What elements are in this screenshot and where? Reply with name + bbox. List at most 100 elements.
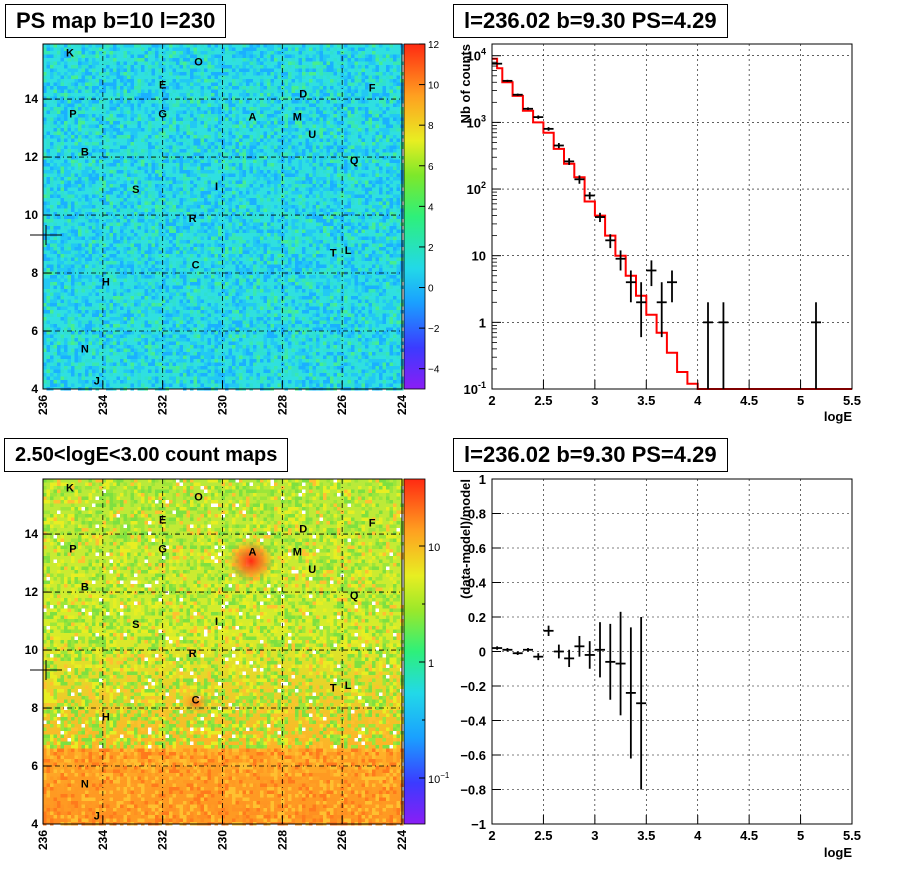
ps-map-pixel — [253, 201, 257, 205]
ps-map-pixel — [256, 247, 260, 251]
ps-map-pixel — [60, 247, 64, 251]
ps-map-pixel — [176, 254, 180, 258]
ps-map-pixel — [389, 100, 393, 104]
ps-map-pixel — [155, 58, 159, 62]
ps-map-pixel — [81, 149, 85, 153]
ps-map-pixel — [141, 96, 145, 100]
ps-map-pixel — [372, 156, 376, 160]
ps-map-pixel — [302, 229, 306, 233]
ps-map-pixel — [172, 72, 176, 76]
ps-map-pixel — [319, 142, 323, 146]
ps-map-pixel — [284, 205, 288, 209]
ps-map-pixel — [291, 191, 295, 195]
ps-map-pixel — [386, 261, 390, 265]
ps-map-pixel — [386, 131, 390, 135]
ps-map-pixel — [60, 117, 64, 121]
ps-map-pixel — [291, 240, 295, 244]
ps-map-pixel — [43, 135, 47, 139]
ps-map-pixel — [330, 89, 334, 93]
ps-map-pixel — [221, 257, 225, 261]
ps-map-pixel — [64, 114, 68, 118]
ps-map-pixel — [337, 107, 341, 111]
ps-map-pixel — [64, 128, 68, 132]
ps-map-pixel — [190, 93, 194, 97]
ps-map-pixel — [232, 107, 236, 111]
ps-map-pixel — [333, 226, 337, 230]
ps-map-pixel — [375, 121, 379, 125]
ps-map-pixel — [71, 191, 75, 195]
ps-map-pixel — [71, 156, 75, 160]
ps-map-pixel — [207, 250, 211, 254]
ps-map-pixel — [316, 51, 320, 55]
ps-map-pixel — [218, 138, 222, 142]
ps-map-pixel — [305, 135, 309, 139]
ps-map-pixel — [50, 180, 54, 184]
ps-map-pixel — [235, 289, 239, 293]
ps-map-pixel — [53, 268, 57, 272]
ps-map-pixel — [197, 243, 201, 247]
ps-map-pixel — [232, 149, 236, 153]
ps-map-pixel — [130, 229, 134, 233]
ps-map-pixel — [81, 180, 85, 184]
ps-map-pixel — [368, 114, 372, 118]
ps-map-pixel — [95, 292, 99, 296]
ps-map-pixel — [330, 198, 334, 202]
ps-map-pixel — [225, 257, 229, 261]
ps-map-pixel — [78, 149, 82, 153]
ps-map-pixel — [379, 180, 383, 184]
ps-map-pixel — [354, 128, 358, 132]
ps-map-pixel — [295, 240, 299, 244]
ps-map-pixel — [302, 180, 306, 184]
ps-map-pixel — [116, 149, 120, 153]
ps-map-pixel — [113, 117, 117, 121]
ps-map-pixel — [214, 117, 218, 121]
ps-map-pixel — [155, 201, 159, 205]
ps-map-pixel — [361, 254, 365, 258]
ps-map-pixel — [130, 110, 134, 114]
ps-map-pixel — [309, 114, 313, 118]
ps-map-pixel — [253, 68, 257, 72]
ps-map-pixel — [330, 219, 334, 223]
ps-map-pixel — [200, 79, 204, 83]
ps-map-pixel — [228, 254, 232, 258]
ps-map-pixel — [312, 100, 316, 104]
ps-map-pixel — [95, 131, 99, 135]
ps-map-pixel — [361, 51, 365, 55]
ps-map-pixel — [172, 233, 176, 237]
ps-map-pixel — [151, 145, 155, 149]
ps-map-pixel — [382, 121, 386, 125]
ps-map-pixel — [148, 275, 152, 279]
ps-map-pixel — [393, 219, 397, 223]
ps-map-pixel — [186, 205, 190, 209]
ps-map-pixel — [221, 117, 225, 121]
ps-map-pixel — [284, 128, 288, 132]
ps-map-pixel — [169, 93, 173, 97]
ps-map-pixel — [78, 198, 82, 202]
ps-map-pixel — [396, 208, 400, 212]
ps-map-pixel — [337, 184, 341, 188]
ps-map-pixel — [284, 191, 288, 195]
ps-map-pixel — [361, 240, 365, 244]
ps-map-pixel — [232, 278, 236, 282]
ps-map-pixel — [354, 194, 358, 198]
ps-map-pixel — [375, 247, 379, 251]
ps-map-pixel — [270, 296, 274, 300]
ps-map-pixel — [204, 47, 208, 51]
ps-map-pixel — [141, 100, 145, 104]
ps-map-pixel — [263, 296, 267, 300]
ps-map-pixel — [162, 149, 166, 153]
ps-map-pixel — [347, 114, 351, 118]
ps-map-pixel — [382, 201, 386, 205]
ps-map-pixel — [88, 278, 92, 282]
ps-map-pixel — [256, 170, 260, 174]
ps-map-pixel — [263, 254, 267, 258]
ps-map-pixel — [120, 226, 124, 230]
ps-map-pixel — [46, 107, 50, 111]
ps-map-pixel — [204, 194, 208, 198]
ps-map-pixel — [256, 289, 260, 293]
ps-map-pixel — [158, 79, 162, 83]
ps-map-pixel — [333, 114, 337, 118]
ps-map-pixel — [183, 215, 187, 219]
ps-map-pixel — [92, 289, 96, 293]
ps-map-pixel — [88, 254, 92, 258]
